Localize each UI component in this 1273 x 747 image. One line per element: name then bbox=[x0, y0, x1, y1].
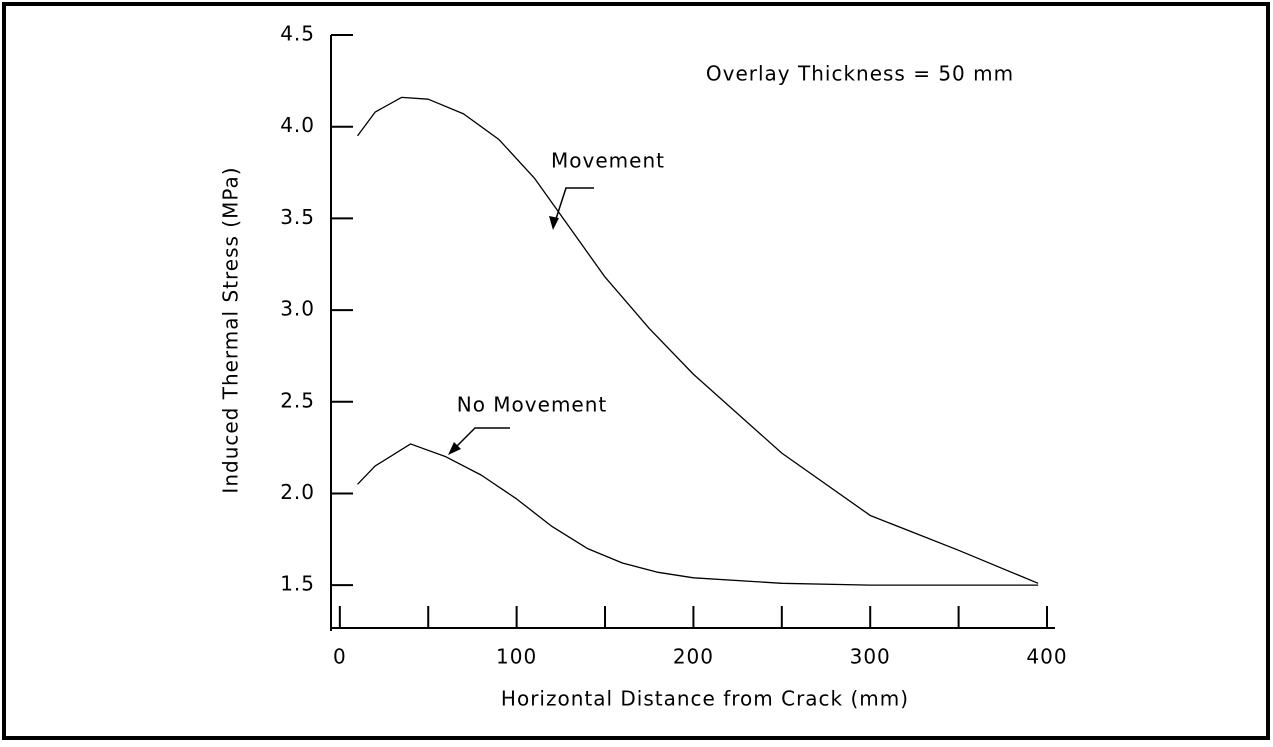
y-tick-label: 2.0 bbox=[280, 480, 315, 504]
x-tick-label: 300 bbox=[850, 645, 891, 669]
y-tick-label: 3.5 bbox=[280, 205, 315, 229]
y-axis-label: Induced Thermal Stress (MPa) bbox=[219, 166, 243, 493]
annotation: Overlay Thickness = 50 mm bbox=[706, 62, 1014, 86]
y-tick-label: 2.5 bbox=[280, 388, 315, 412]
x-axis-label: Horizontal Distance from Crack (mm) bbox=[501, 687, 909, 711]
annotation: Movement bbox=[551, 149, 665, 173]
series-line bbox=[357, 443, 1039, 586]
annotation: No Movement bbox=[457, 393, 608, 417]
x-tick-label: 400 bbox=[1026, 645, 1067, 669]
y-tick-label: 4.0 bbox=[280, 113, 315, 137]
x-tick-label: 0 bbox=[333, 645, 347, 669]
x-tick-label: 100 bbox=[496, 645, 537, 669]
y-tick-label: 1.5 bbox=[280, 572, 315, 596]
arrow-head bbox=[549, 216, 559, 230]
x-tick-label: 200 bbox=[673, 645, 714, 669]
y-tick-label: 4.5 bbox=[280, 22, 315, 46]
arrow-head bbox=[448, 442, 461, 455]
y-tick-label: 3.0 bbox=[280, 297, 315, 321]
leader-line bbox=[449, 427, 510, 454]
leader-line bbox=[552, 187, 594, 229]
series-line bbox=[356, 96, 1039, 584]
